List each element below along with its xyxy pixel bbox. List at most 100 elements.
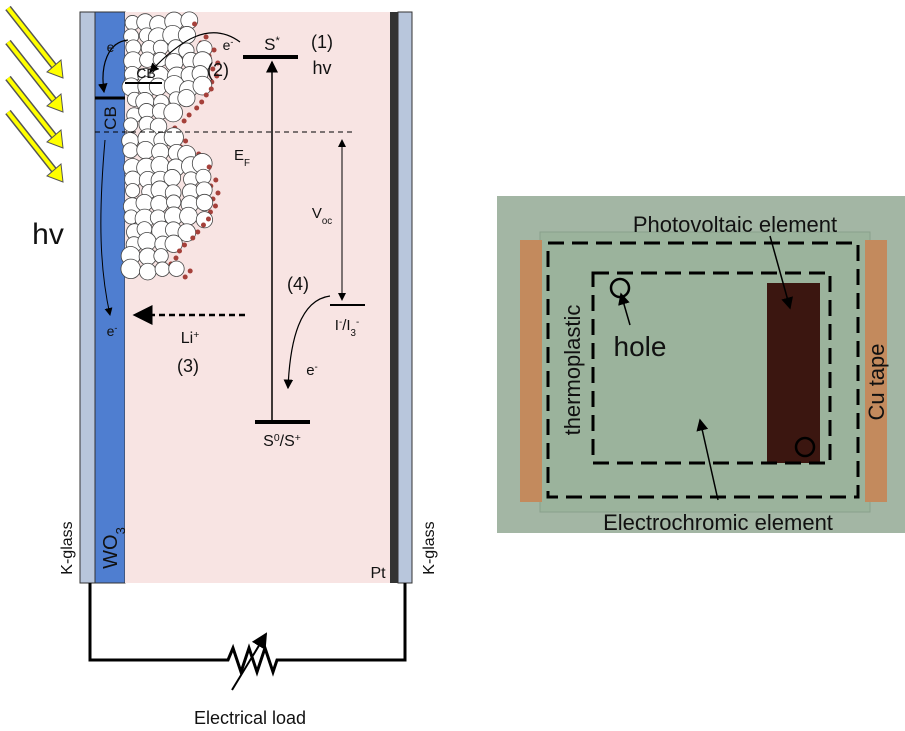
dye: [194, 106, 199, 111]
label: Electrical load: [194, 708, 306, 728]
label-part: V: [312, 205, 322, 222]
label: CB: [101, 106, 120, 130]
figure: hve-CBe-S*(1)hv(2)CBEFVoc(4)I-/I3-e-e-Li…: [0, 0, 905, 731]
light-arrow: [8, 8, 57, 70]
left-glass: [80, 12, 95, 583]
label-part: -: [114, 39, 117, 49]
particle: [155, 262, 170, 277]
label-part: (4): [287, 274, 309, 294]
label-part: Electrochromic element: [603, 510, 833, 535]
dye: [213, 178, 218, 183]
particle: [123, 143, 138, 158]
label-part: +: [193, 330, 199, 341]
label-part: E: [234, 147, 244, 164]
dye: [199, 100, 204, 105]
particle: [124, 118, 138, 132]
label-part: e: [107, 323, 115, 339]
photovoltaic-area: [767, 283, 820, 463]
label: K-glass: [421, 521, 438, 574]
label-part: hv: [32, 218, 64, 251]
label: CB: [136, 65, 155, 81]
particle: [164, 103, 183, 122]
label: thermoplastic: [560, 305, 585, 436]
label-part: /I: [342, 317, 350, 334]
label: Pt: [370, 565, 386, 582]
particle: [139, 263, 156, 280]
dye: [195, 230, 200, 235]
dye: [209, 87, 214, 92]
dye: [188, 269, 193, 274]
dye: [177, 249, 182, 254]
label-part: hole: [614, 331, 667, 362]
particle: [180, 207, 198, 225]
copper-left: [520, 240, 542, 502]
label-part: Photovoltaic element: [633, 212, 837, 237]
label-part: (1): [311, 32, 333, 52]
light-arrows: [8, 8, 63, 182]
particle: [126, 184, 140, 198]
label-part: e: [223, 37, 231, 53]
dye: [192, 22, 197, 27]
device-photo: [497, 196, 905, 533]
label: K-glass: [59, 521, 76, 574]
solar-cell: [8, 8, 412, 690]
label-part: K-glass: [421, 521, 438, 574]
label: Photovoltaic element: [633, 212, 837, 237]
label: (2): [207, 60, 229, 80]
dye: [215, 191, 220, 196]
label-part: S: [263, 433, 274, 450]
label: (1): [311, 32, 333, 52]
label-part: S: [264, 35, 275, 54]
label-part: e: [107, 39, 115, 55]
label-part: Pt: [370, 565, 386, 582]
label-part: K-glass: [59, 521, 76, 574]
label-part: CB: [136, 65, 155, 81]
dye: [212, 48, 217, 53]
dye: [207, 165, 212, 170]
dye: [190, 236, 195, 241]
label-part: *: [276, 35, 281, 47]
pt-layer: [390, 12, 398, 583]
label-part: -: [356, 317, 359, 328]
dye: [204, 35, 209, 40]
label-part: oc: [322, 216, 332, 227]
label-part: F: [244, 158, 250, 169]
label-part: Cu tape: [864, 343, 889, 420]
particle: [154, 249, 169, 264]
light-arrow: [8, 78, 57, 140]
label-part: 3: [113, 527, 128, 534]
dye: [182, 243, 187, 248]
particle: [121, 259, 141, 279]
dye: [204, 93, 209, 98]
label-part: e: [306, 362, 314, 379]
label-part: (2): [207, 60, 229, 80]
dye: [187, 113, 192, 118]
label-part: 3: [351, 328, 356, 339]
particle: [169, 261, 184, 276]
particle: [178, 89, 195, 106]
label-part: /S: [280, 433, 295, 450]
label: Cu tape: [864, 343, 889, 420]
label-part: thermoplastic: [560, 305, 585, 436]
label-part: -: [315, 362, 318, 373]
label-part: hv: [312, 58, 331, 78]
label-part: -: [230, 37, 233, 47]
label-part: -: [114, 323, 117, 333]
dye: [183, 275, 188, 280]
label-part: Li: [181, 330, 193, 347]
label-part: +: [295, 433, 301, 444]
label: Electrochromic element: [603, 510, 833, 535]
label-part: WO: [100, 534, 122, 568]
dye: [201, 223, 206, 228]
label: (4): [287, 274, 309, 294]
right-glass: [398, 12, 412, 583]
dye: [183, 139, 188, 144]
particle: [196, 194, 212, 210]
label: hv: [32, 218, 64, 251]
label-part: (3): [177, 356, 199, 376]
label: hv: [312, 58, 331, 78]
dye: [206, 217, 211, 222]
particle: [164, 128, 183, 147]
label: (3): [177, 356, 199, 376]
label: hole: [614, 331, 667, 362]
